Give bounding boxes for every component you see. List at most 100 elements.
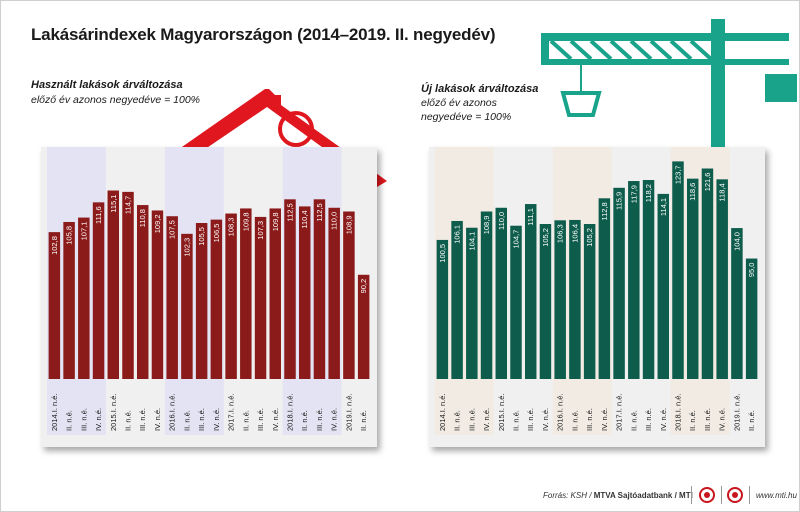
used-homes-tick-label: 2018.I. n.é. [286, 393, 295, 431]
used-homes-value-label: 102,3 [182, 238, 191, 257]
new-homes-tick-label: 2016.I. n.é. [556, 393, 565, 431]
new-homes-bar [731, 228, 743, 379]
footer-divider [749, 486, 750, 504]
new-homes-bar [451, 220, 463, 379]
new-homes-tick-label: IV. n.é. [718, 408, 727, 431]
new-homes-tick-label: II. n.é. [688, 410, 697, 431]
used-homes-tick-label: II. n.é. [300, 410, 309, 431]
used-homes-tick-label: IV. n.é. [330, 408, 339, 431]
used-homes-bar [136, 205, 149, 379]
crane-icon [541, 19, 797, 149]
used-homes-tick-label: IV. n.é. [271, 408, 280, 431]
used-homes-value-label: 112,5 [286, 203, 295, 221]
used-homes-bar [181, 233, 193, 379]
footer-source: Forrás: KSH / MTVA Sajtóadatbank / MTI [543, 491, 693, 500]
new-homes-tick-label: 2018.I. n.é. [674, 393, 683, 431]
new-homes-tick-label: 2017.I. n.é. [615, 393, 624, 431]
used-homes-value-label: 107,1 [79, 222, 88, 241]
new-homes-tick-label: III. n.é. [644, 408, 653, 431]
used-homes-value-label: 109,8 [271, 212, 280, 231]
new-homes-value-label: 106,3 [556, 224, 565, 243]
used-homes-bar [284, 199, 296, 379]
used-homes-value-label: 108,3 [227, 218, 236, 237]
used-homes-tick-label: II. n.é. [124, 410, 133, 431]
footer-divider [721, 486, 722, 504]
new-homes-value-label: 105,2 [541, 228, 550, 247]
new-homes-value-label: 118,6 [688, 183, 697, 201]
new-homes-tick-label: IV. n.é. [600, 408, 609, 431]
new-homes-value-label: 121,6 [703, 173, 712, 192]
used-homes-value-label: 110,0 [330, 212, 339, 230]
used-homes-bar [63, 221, 75, 379]
new-homes-tick-label: 2019.I. n.é. [732, 393, 741, 431]
used-homes-bar [195, 223, 208, 379]
new-homes-tick-label: II. n.é. [747, 410, 756, 431]
used-homes-value-label: 90,2 [359, 279, 368, 294]
new-homes-tick-label: II. n.é. [629, 410, 638, 431]
used-homes-tick-label: III. n.é. [315, 408, 324, 431]
new-homes-value-label: 115,9 [615, 192, 624, 210]
used-homes-bar [48, 232, 61, 379]
used-homes-value-label: 110,4 [300, 210, 309, 228]
used-homes-bar [298, 206, 311, 379]
used-homes-tick-label: II. n.é. [241, 410, 250, 431]
new-homes-value-label: 123,7 [674, 165, 683, 184]
new-homes-tick-label: 2014.I. n.é. [438, 393, 447, 431]
new-homes-value-label: 106,4 [570, 224, 579, 243]
new-homes-bar [480, 211, 493, 379]
used-homes-tick-label: II. n.é. [65, 410, 74, 431]
new-homes-value-label: 118,4 [718, 183, 727, 201]
used-homes-value-label: 112,5 [315, 203, 324, 221]
page-title: Lakásárindexek Magyarországon (2014–2019… [31, 25, 496, 44]
new-homes-bar [745, 258, 758, 379]
used-homes-value-label: 111,6 [94, 206, 103, 224]
new-homes-value-label: 106,1 [453, 225, 462, 244]
new-homes-tick-label: IV. n.é. [541, 408, 550, 431]
used-homes-value-label: 108,9 [344, 215, 353, 234]
new-homes-tick-label: II. n.é. [512, 410, 521, 431]
used-homes-bar [166, 216, 178, 379]
used-homes-tick-label: 2015.I. n.é. [109, 393, 118, 431]
used-homes-bar [254, 216, 267, 379]
used-homes-tick-label: III. n.é. [138, 408, 147, 431]
used-homes-value-label: 105,8 [65, 226, 74, 245]
used-homes-value-label: 109,8 [241, 212, 250, 231]
new-homes-bar [657, 193, 670, 379]
new-homes-bar [628, 181, 640, 379]
used-homes-value-label: 102,8 [50, 236, 59, 255]
used-homes-tick-label: 2016.I. n.é. [168, 393, 177, 431]
new-homes-bar [642, 180, 655, 379]
new-homes-value-label: 110,0 [497, 212, 506, 230]
new-homes-value-label: 108,9 [482, 215, 491, 234]
new-homes-bar [539, 224, 552, 379]
used-homes-tick-label: III. n.é. [256, 408, 265, 431]
new-homes-tick-label: IV. n.é. [659, 408, 668, 431]
new-homes-bar [672, 161, 684, 379]
new-homes-tick-label: II. n.é. [453, 410, 462, 431]
new-homes-tick-label: II. n.é. [570, 410, 579, 431]
used-homes-bar [92, 202, 105, 379]
new-homes-value-label: 104,0 [732, 232, 741, 251]
used-homes-tick-label: III. n.é. [79, 408, 88, 431]
used-homes-value-label: 115,1 [109, 195, 118, 213]
new-homes-value-label: 114,1 [659, 198, 668, 216]
used-homes-bar [151, 210, 164, 379]
new-homes-bar [583, 224, 596, 379]
new-homes-tick-label: IV. n.é. [482, 408, 491, 431]
mtva-logo-icon [699, 487, 715, 503]
new-homes-bar [466, 227, 478, 379]
used-homes-value-label: 106,5 [212, 224, 221, 243]
used-homes-tick-label: III. n.é. [197, 408, 206, 431]
new-homes-tick-label: III. n.é. [526, 408, 535, 431]
new-homes-bar [510, 225, 522, 379]
new-homes-bar [495, 207, 508, 379]
new-homes-value-label: 112,8 [600, 202, 609, 220]
used-homes-value-label: 109,2 [153, 214, 162, 233]
footer-site: www.mti.hu [756, 491, 797, 500]
right-panel-heading: Új lakások árváltozása [421, 83, 539, 95]
used-homes-tick-label: 2019.I. n.é. [344, 393, 353, 431]
used-homes-bar [225, 213, 237, 379]
new-homes-value-label: 104,7 [512, 230, 521, 249]
new-homes-bar [701, 168, 714, 379]
used-homes-tick-label: II. n.é. [182, 410, 191, 431]
